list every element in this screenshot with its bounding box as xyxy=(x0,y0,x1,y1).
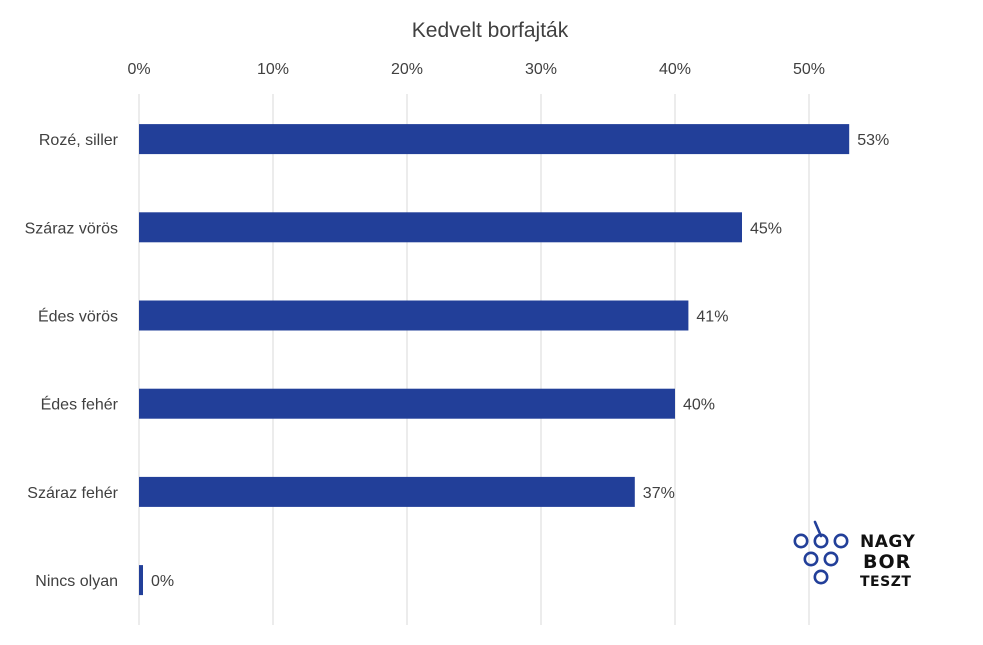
x-tick-label: 10% xyxy=(257,61,289,78)
category-label: Rozé, siller xyxy=(39,132,119,149)
data-labels: 53% 45% 41% 40% 37% 0% xyxy=(151,132,889,590)
bar xyxy=(139,476,635,507)
bar xyxy=(139,124,850,155)
logo-line-2: BOR xyxy=(863,551,911,573)
bar xyxy=(139,300,689,331)
x-tick-label: 40% xyxy=(659,61,691,78)
x-tick-label: 0% xyxy=(127,61,150,78)
bar xyxy=(139,388,675,419)
data-label: 40% xyxy=(683,397,715,414)
data-label: 45% xyxy=(750,220,782,237)
x-axis-ticks: 0% 10% 20% 30% 40% 50% xyxy=(127,61,825,78)
logo: NAGY BOR TESZT xyxy=(793,520,915,590)
category-label: Száraz vörös xyxy=(25,220,118,237)
gridlines xyxy=(138,94,810,625)
data-label: 37% xyxy=(643,485,675,502)
category-label: Édes vörös xyxy=(38,307,118,326)
x-tick-label: 50% xyxy=(793,61,825,78)
logo-line-3: TESZT xyxy=(860,574,911,590)
category-label: Száraz fehér xyxy=(27,485,118,502)
grape-icon xyxy=(793,520,849,585)
data-label: 53% xyxy=(857,132,889,149)
category-label: Nincs olyan xyxy=(35,573,118,590)
chart-title: Kedvelt borfajták xyxy=(412,19,569,42)
bar xyxy=(139,565,143,596)
bar xyxy=(139,212,742,243)
bars xyxy=(139,124,850,596)
data-label: 41% xyxy=(696,309,728,326)
data-label: 0% xyxy=(151,573,174,590)
logo-line-1: NAGY xyxy=(860,532,915,552)
category-label: Édes fehér xyxy=(41,395,119,414)
category-labels: Rozé, siller Száraz vörös Édes vörös Édes f… xyxy=(25,132,119,590)
x-tick-label: 30% xyxy=(525,61,557,78)
x-tick-label: 20% xyxy=(391,61,423,78)
